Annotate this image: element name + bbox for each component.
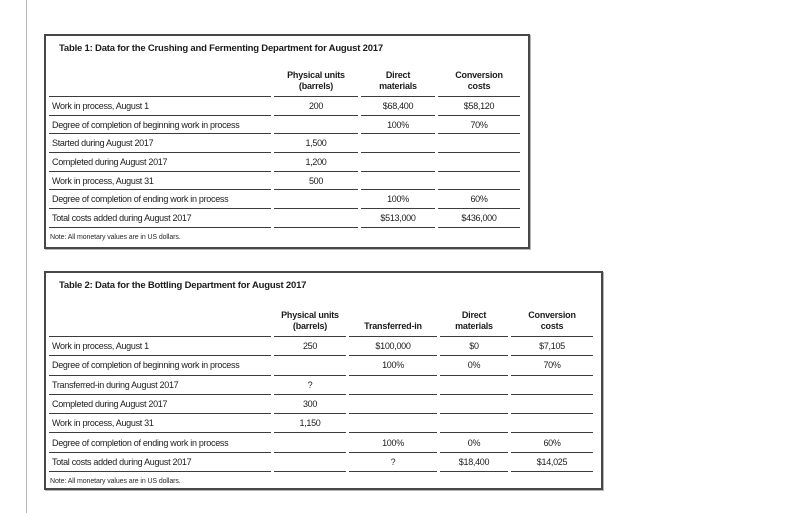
cell (361, 153, 435, 172)
cell: $513,000 (361, 209, 435, 228)
cell: Total costs added during August 2017 (49, 453, 271, 473)
cell (274, 209, 358, 228)
cell: Started during August 2017 (49, 134, 271, 154)
cell: 70% (511, 356, 593, 376)
table-row: Work in process, August 1 250 $100,000 $0 $7… (49, 337, 593, 357)
table-row: Degree of completion of ending work in p… (49, 433, 593, 453)
column-header-blank (49, 296, 271, 337)
cell: 100% (349, 433, 437, 453)
column-header-physical-units: Physical units (barrels) (274, 296, 346, 337)
table-row: Degree of completion of ending work in p… (49, 190, 520, 210)
table2-container: Table 2: Data for the Bottling Departmen… (44, 271, 603, 490)
cell (511, 395, 593, 415)
cell (274, 356, 346, 376)
cell: $18,400 (440, 453, 508, 473)
table1-header-row: Physical units (barrels) Direct material… (49, 59, 520, 97)
cell: Completed during August 2017 (49, 153, 271, 172)
table-row: Total costs added during August 2017? $18… (49, 453, 593, 473)
cell (438, 153, 520, 172)
cell (438, 134, 520, 154)
cell: Degree of completion of ending work in p… (49, 190, 271, 210)
cell: ? (274, 376, 346, 395)
column-header-physical-units: Physical units (barrels) (274, 59, 358, 97)
cell (274, 190, 358, 210)
cell: Total costs added during August 2017 (49, 209, 271, 228)
cell: 1,200 (274, 153, 358, 172)
cell (274, 453, 346, 473)
table1-note: Note: All monetary values are in US doll… (50, 233, 181, 241)
cell (440, 395, 508, 415)
cell (274, 116, 358, 135)
cell (440, 414, 508, 434)
column-header-direct-materials: Direct materials (440, 296, 508, 337)
cell: Transferred-in during August 2017 (49, 376, 271, 395)
cell: Degree of completion of beginning work i… (49, 356, 271, 376)
cell: $58,120 (438, 97, 520, 116)
cell: 0% (440, 356, 508, 376)
table-row: Completed during August 2017 1,200 (49, 153, 520, 172)
table-row: Degree of completion of beginning work i… (49, 356, 593, 376)
cell: 100% (361, 116, 435, 135)
cell: 250 (274, 337, 346, 357)
column-header-blank (49, 59, 271, 97)
cell: Work in process, August 31 (49, 172, 271, 191)
cell (349, 395, 437, 415)
table1-container: Table 1: Data for the Crushing and Ferme… (44, 34, 530, 249)
cell: 1,150 (274, 414, 346, 434)
cell: 200 (274, 97, 358, 116)
cell: Degree of completion of beginning work i… (49, 116, 271, 135)
table1-title: Table 1: Data for the Crushing and Ferme… (59, 43, 383, 54)
cell: 100% (361, 190, 435, 210)
column-header-conversion-costs: Conversion costs (438, 59, 520, 97)
table-row: Work in process, August 31 500 (49, 172, 520, 191)
column-header-transferred-in: Transferred-in (349, 296, 437, 337)
cell: $436,000 (438, 209, 520, 228)
table2-header-row: Physical units (barrels) Transferred-in … (49, 296, 593, 337)
cell: Work in process, August 1 (49, 97, 271, 116)
column-header-direct-materials: Direct materials (361, 59, 435, 97)
table-row: Total costs added during August 2017 $513… (49, 209, 520, 228)
cell: 0% (440, 433, 508, 453)
cell: Work in process, August 1 (49, 337, 271, 357)
cell (349, 414, 437, 434)
cell: Completed during August 2017 (49, 395, 271, 415)
cell: 500 (274, 172, 358, 191)
cell: $68,400 (361, 97, 435, 116)
cell (361, 134, 435, 154)
scan-edge-line (26, 0, 27, 513)
cell: 60% (438, 190, 520, 210)
cell: 1,500 (274, 134, 358, 154)
table-row: Completed during August 2017 300 (49, 395, 593, 415)
cell: 70% (438, 116, 520, 135)
cell: ? (349, 453, 437, 473)
cell (511, 376, 593, 395)
cell: Degree of completion of ending work in p… (49, 433, 271, 453)
table2-note: Note: All monetary values are in US doll… (50, 478, 181, 486)
table-row: Transferred-in during August 2017? (49, 376, 593, 395)
cell (440, 376, 508, 395)
cell (361, 172, 435, 191)
cell (274, 433, 346, 453)
cell: 100% (349, 356, 437, 376)
cell: $7,105 (511, 337, 593, 357)
table1: Physical units (barrels) Direct material… (46, 59, 523, 228)
cell (438, 172, 520, 191)
cell: $0 (440, 337, 508, 357)
column-header-conversion-costs: Conversion costs (511, 296, 593, 337)
table-row: Work in process, August 1 200 $68,400 $58,1… (49, 97, 520, 116)
table2: Physical units (barrels) Transferred-in … (46, 296, 596, 473)
table-row: Work in process, August 31 1,150 (49, 414, 593, 434)
table-row: Degree of completion of beginning work i… (49, 116, 520, 135)
cell: $14,025 (511, 453, 593, 473)
cell (349, 376, 437, 395)
cell (511, 414, 593, 434)
table2-title: Table 2: Data for the Bottling Departmen… (59, 280, 307, 291)
cell: Work in process, August 31 (49, 414, 271, 434)
cell: 300 (274, 395, 346, 415)
cell: $100,000 (349, 337, 437, 357)
cell: 60% (511, 433, 593, 453)
table-row: Started during August 2017 1,500 (49, 134, 520, 154)
